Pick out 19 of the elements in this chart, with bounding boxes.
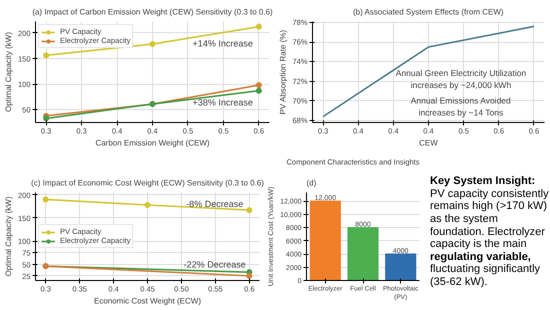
chart-title: (b) Associated System Effects (from CEW) xyxy=(353,8,504,16)
chart-title: (c) Impact of Economic Cost Weight (ECW) Sensitivity (0.3 to 0.6) xyxy=(31,178,264,188)
annotation: Annual Green Electricity Utilization increases by ~24,000 kWh xyxy=(396,68,526,90)
x-axis-title: Economic Cost Weight (ECW) xyxy=(94,296,202,306)
text: (d) xyxy=(306,178,317,188)
chart-title: (a) Impact of Carbon Emission Weight (CEW) Sensitivity (0.3 to 0.6) xyxy=(32,8,274,16)
x-axis-title: Carbon Emission Weight (CEW) xyxy=(95,138,210,148)
annotation: +14% Increase xyxy=(192,38,253,49)
y-axis-title: Optimal Capacity (kW) xyxy=(4,32,13,112)
y-axis-title: PV Absorption Rate (%) xyxy=(278,30,288,114)
annotation: -22% Decrease xyxy=(184,260,246,270)
annotation: Annual Emissions Avoided increases by ~14 Tons xyxy=(410,95,512,118)
x-axis-title: CEW xyxy=(419,138,438,148)
y-axis-title: Optimal Capacity (kW) xyxy=(4,196,13,277)
annotation: +38% Increase xyxy=(192,97,253,108)
annotation: -8% Decrease xyxy=(186,198,244,209)
text: fluctuating significantly (35-62 kW). xyxy=(430,263,540,288)
text: regulating variable, xyxy=(430,250,531,263)
text: Key System Insight: xyxy=(430,175,536,188)
